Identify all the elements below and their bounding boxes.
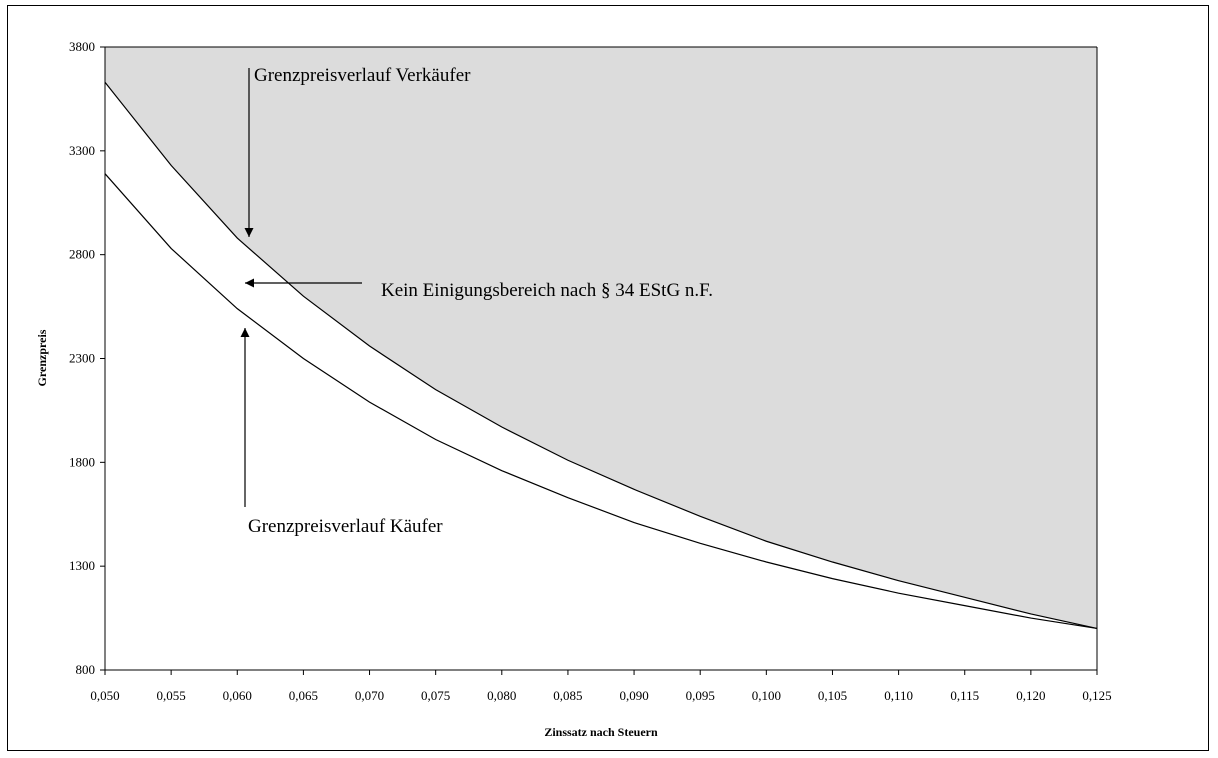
x-tick-label: 0,065 — [289, 688, 318, 703]
x-tick-label: 0,060 — [223, 688, 252, 703]
x-tick-label: 0,120 — [1016, 688, 1045, 703]
x-tick-label: 0,070 — [355, 688, 384, 703]
y-tick-label: 1300 — [69, 558, 95, 573]
x-tick-label: 0,115 — [950, 688, 979, 703]
y-tick-label: 1800 — [69, 454, 95, 469]
x-tick-label: 0,085 — [553, 688, 582, 703]
no-agreement-annotation: Kein Einigungsbereich nach § 34 EStG n.F… — [381, 280, 713, 301]
x-tick-label: 0,050 — [90, 688, 119, 703]
y-tick-label: 2800 — [69, 247, 95, 262]
x-axis-title: Zinssatz nach Steuern — [544, 725, 658, 739]
x-tick-label: 0,125 — [1082, 688, 1111, 703]
seller-annotation: Grenzpreisverlauf Verkäufer — [254, 65, 471, 86]
x-tick-label: 0,080 — [487, 688, 516, 703]
y-tick-label: 2300 — [69, 351, 95, 366]
x-tick-label: 0,055 — [157, 688, 186, 703]
y-tick-label: 3800 — [69, 39, 95, 54]
y-tick-label: 800 — [76, 662, 96, 677]
x-tick-label: 0,090 — [619, 688, 648, 703]
x-tick-label: 0,105 — [818, 688, 847, 703]
x-tick-label: 0,110 — [884, 688, 913, 703]
x-tick-label: 0,075 — [421, 688, 450, 703]
series-line-buyer — [104, 173, 1098, 630]
shaded-region — [105, 47, 1097, 629]
x-tick-label: 0,100 — [752, 688, 781, 703]
buyer-annotation: Grenzpreisverlauf Käufer — [248, 516, 443, 537]
series-line-seller — [104, 81, 1098, 630]
x-tick-label: 0,095 — [686, 688, 715, 703]
y-axis-title: Grenzpreis — [35, 329, 49, 386]
y-tick-label: 3300 — [69, 143, 95, 158]
